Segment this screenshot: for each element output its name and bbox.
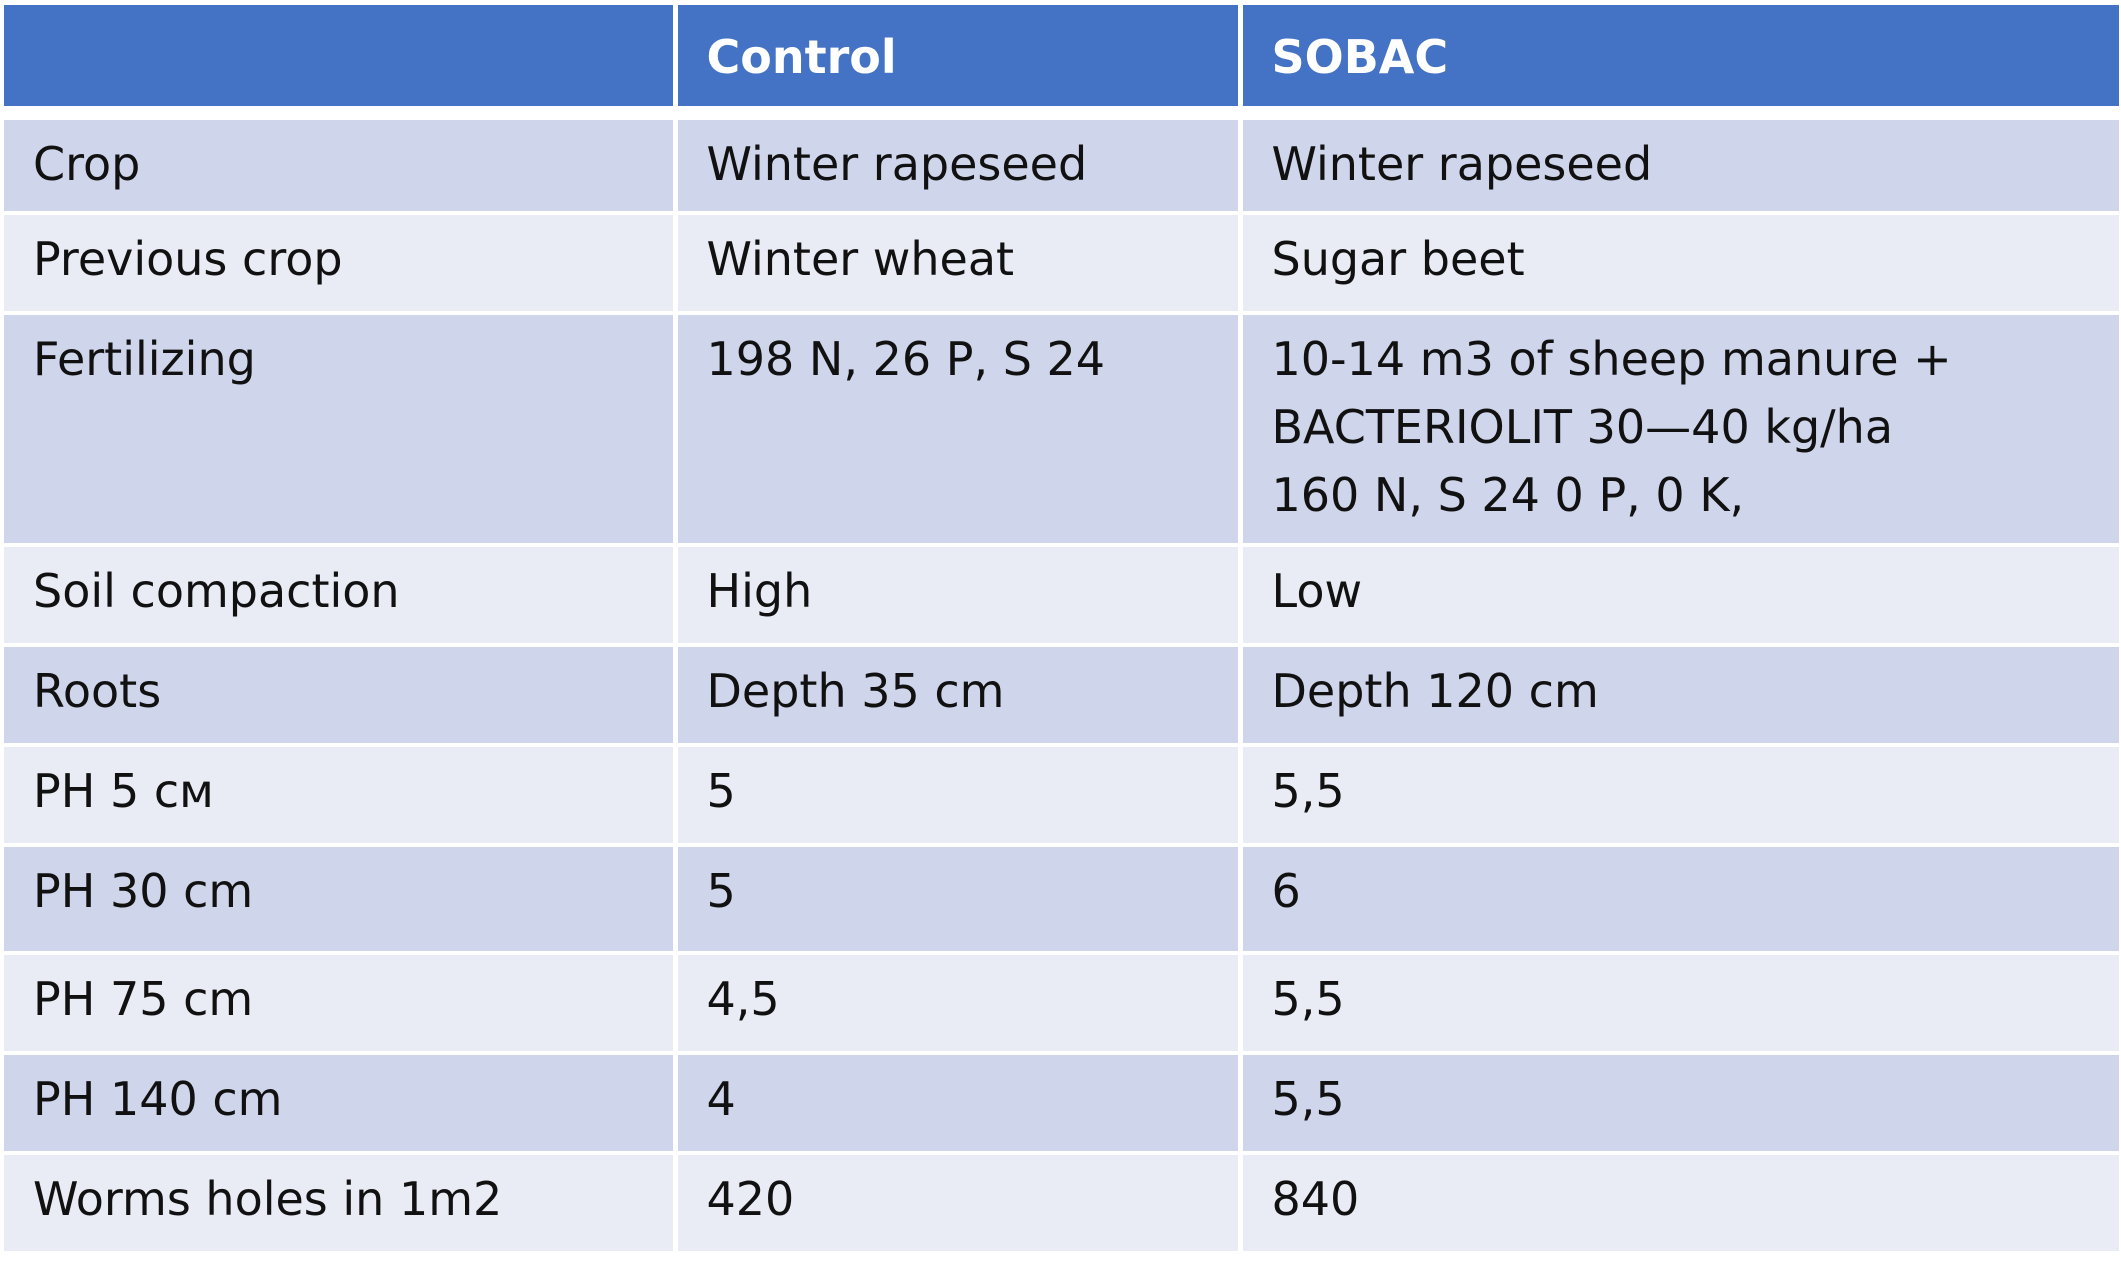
sobac-value: Depth 120 cm bbox=[1237, 645, 2119, 747]
sobac-value: 6 bbox=[1237, 845, 2119, 955]
comparison-table: Control SOBAC Crop Winter rapeseed Winte… bbox=[4, 5, 2119, 1255]
row-label: PH 30 cm bbox=[4, 845, 678, 955]
sobac-value: 10-14 m3 of sheep manure + BACTERIOLIT 3… bbox=[1237, 313, 2119, 547]
row-label: Fertilizing bbox=[4, 313, 678, 547]
control-value: 4 bbox=[672, 1053, 1243, 1155]
header-cell-empty bbox=[4, 5, 678, 120]
table-row: PH 140 cm 4 5,5 bbox=[4, 1053, 2119, 1155]
sobac-value: 840 bbox=[1237, 1153, 2119, 1255]
control-value: Depth 35 cm bbox=[672, 645, 1243, 747]
table-row: Worms holes in 1m2 420 840 bbox=[4, 1153, 2119, 1255]
table-row: Fertilizing 198 N, 26 P, S 24 10-14 m3 o… bbox=[4, 313, 2119, 547]
table-row: PH 30 cm 5 6 bbox=[4, 845, 2119, 955]
control-value: 198 N, 26 P, S 24 bbox=[672, 313, 1243, 547]
table-row: PH 75 cm 4,5 5,5 bbox=[4, 953, 2119, 1055]
row-label: Crop bbox=[4, 113, 678, 215]
row-label: PH 140 cm bbox=[4, 1053, 678, 1155]
sobac-value: 5,5 bbox=[1237, 745, 2119, 847]
table-header-row: Control SOBAC bbox=[4, 5, 2119, 120]
table-row: Previous crop Winter wheat Sugar beet bbox=[4, 213, 2119, 315]
header-cell-sobac: SOBAC bbox=[1237, 5, 2119, 120]
control-value: Winter rapeseed bbox=[672, 113, 1243, 215]
table-row: Roots Depth 35 cm Depth 120 cm bbox=[4, 645, 2119, 747]
control-value: 4,5 bbox=[672, 953, 1243, 1055]
control-value: High bbox=[672, 545, 1243, 647]
header-cell-control: Control bbox=[672, 5, 1243, 120]
row-label: Previous crop bbox=[4, 213, 678, 315]
row-label: Worms holes in 1m2 bbox=[4, 1153, 678, 1255]
sobac-value: Winter rapeseed bbox=[1237, 113, 2119, 215]
control-value: Winter wheat bbox=[672, 213, 1243, 315]
row-label: PH 75 cm bbox=[4, 953, 678, 1055]
table-row: PH 5 см 5 5,5 bbox=[4, 745, 2119, 847]
sobac-value: Low bbox=[1237, 545, 2119, 647]
control-value: 420 bbox=[672, 1153, 1243, 1255]
row-label: Soil compaction bbox=[4, 545, 678, 647]
table-row: Soil compaction High Low bbox=[4, 545, 2119, 647]
sobac-value: Sugar beet bbox=[1237, 213, 2119, 315]
row-label: Roots bbox=[4, 645, 678, 747]
control-value: 5 bbox=[672, 745, 1243, 847]
table-row: Crop Winter rapeseed Winter rapeseed bbox=[4, 113, 2119, 215]
sobac-value: 5,5 bbox=[1237, 1053, 2119, 1155]
control-value: 5 bbox=[672, 845, 1243, 955]
row-label: PH 5 см bbox=[4, 745, 678, 847]
sobac-value: 5,5 bbox=[1237, 953, 2119, 1055]
